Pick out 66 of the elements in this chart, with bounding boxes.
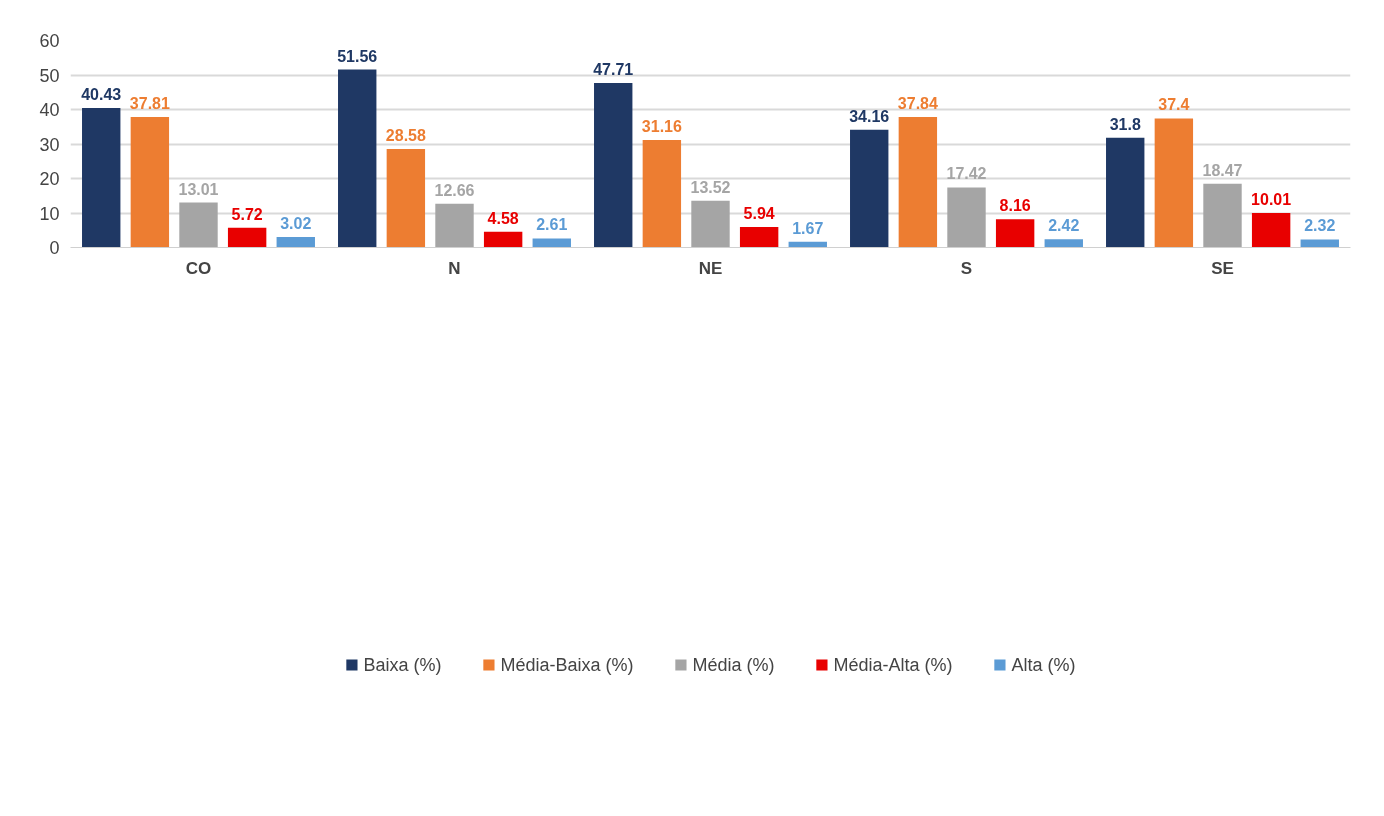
y-tick-label: 20 (39, 169, 60, 189)
bar (483, 231, 523, 248)
x-tick-label: NE (698, 258, 723, 278)
data-label: 13.52 (690, 178, 731, 196)
legend-label: Média (%) (692, 654, 775, 676)
data-label: 5.94 (743, 205, 775, 223)
data-label: 40.43 (81, 86, 122, 104)
bar (995, 219, 1035, 248)
y-tick-label: 0 (49, 238, 60, 258)
bar (227, 227, 267, 248)
bar (898, 116, 938, 248)
data-label: 37.4 (1158, 96, 1190, 114)
data-label: 28.58 (385, 126, 426, 144)
y-tick-label: 60 (39, 31, 60, 51)
data-label: 37.84 (897, 94, 938, 112)
x-tick-label: N (448, 258, 461, 278)
data-label: 12.66 (434, 181, 475, 199)
data-label: 3.02 (280, 215, 312, 233)
data-label: 10.01 (1251, 190, 1292, 208)
bar (1203, 183, 1242, 248)
bar (338, 69, 377, 248)
bar (1251, 212, 1291, 248)
bar (594, 82, 633, 248)
legend-label: Média-Alta (%) (833, 654, 953, 676)
bar (1154, 118, 1194, 248)
data-label: 31.16 (641, 118, 682, 135)
data-label: 34.16 (849, 107, 890, 125)
legend-label: Média-Baixa (%) (500, 654, 634, 676)
legend-label: Alta (%) (1011, 654, 1076, 676)
bar (532, 238, 571, 248)
x-tick-label: S (960, 258, 973, 278)
x-tick-label: SE (1211, 258, 1234, 278)
legend-label: Baixa (%) (363, 654, 442, 676)
data-label: 5.72 (231, 205, 263, 223)
bar (130, 117, 170, 248)
data-label: 51.56 (337, 47, 378, 65)
bar (435, 203, 474, 248)
data-label: 1.67 (792, 219, 824, 237)
bar (739, 227, 779, 248)
data-label: 31.8 (1109, 115, 1141, 133)
data-label: 2.42 (1048, 217, 1080, 235)
bar (642, 140, 682, 248)
x-tick-label: CO (185, 258, 212, 278)
data-label: 18.47 (1202, 161, 1243, 179)
bar (276, 237, 315, 248)
y-tick-label: 40 (39, 100, 60, 120)
bar (82, 108, 121, 248)
data-label: 8.16 (999, 197, 1031, 215)
bar (1106, 137, 1145, 248)
y-tick-label: 10 (39, 203, 60, 224)
data-label: 17.42 (946, 165, 987, 183)
data-label: 37.81 (129, 95, 170, 113)
bar (179, 202, 218, 248)
bar (947, 187, 986, 248)
data-label: 2.32 (1304, 217, 1336, 235)
bar (691, 200, 730, 248)
bar (850, 129, 889, 248)
y-tick-label: 50 (39, 65, 60, 86)
bar (1044, 239, 1083, 248)
data-label: 4.58 (487, 209, 519, 227)
y-tick-label: 30 (39, 134, 60, 155)
bar (1300, 239, 1339, 248)
bar (386, 148, 426, 248)
data-label: 47.71 (593, 60, 634, 78)
data-label: 13.01 (178, 180, 219, 198)
data-label: 2.61 (536, 216, 568, 234)
